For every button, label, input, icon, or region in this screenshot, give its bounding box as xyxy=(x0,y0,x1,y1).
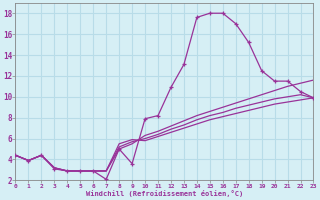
X-axis label: Windchill (Refroidissement éolien,°C): Windchill (Refroidissement éolien,°C) xyxy=(86,190,243,197)
